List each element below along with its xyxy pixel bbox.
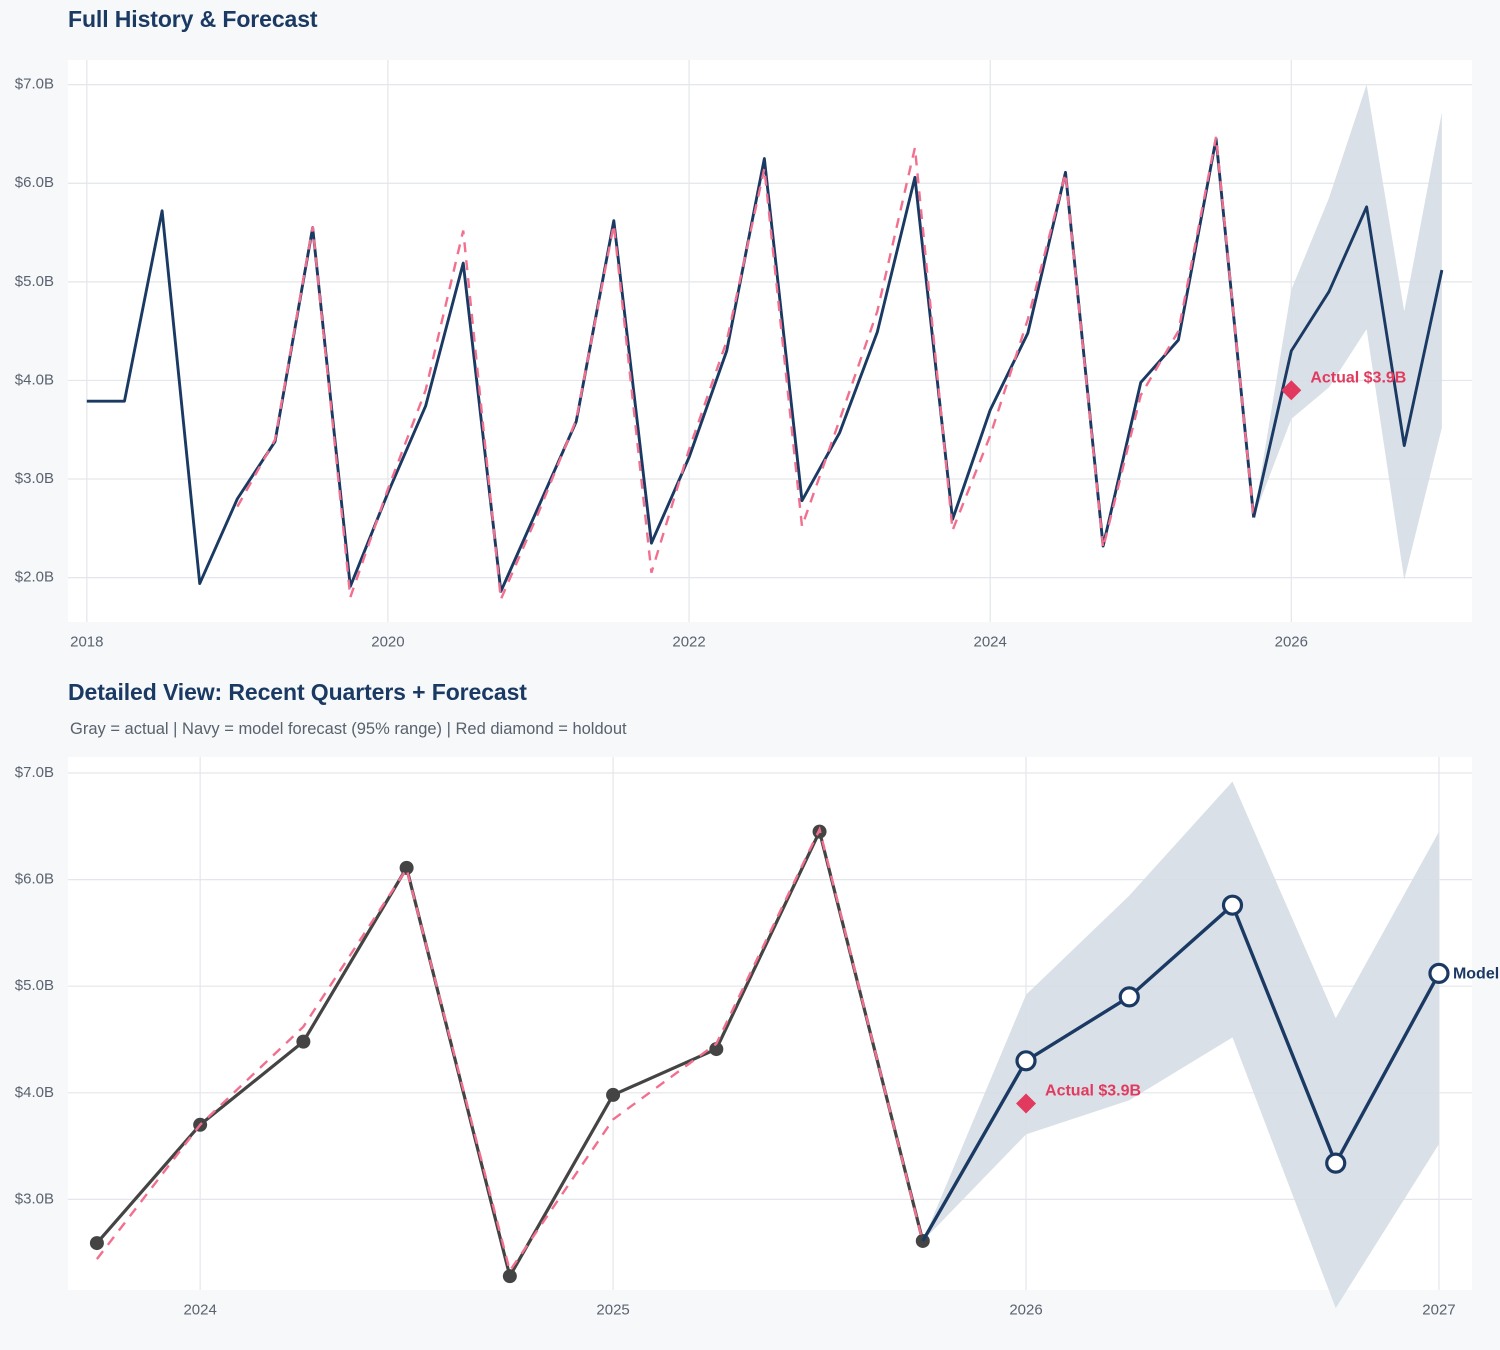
forecast-data-point — [1221, 894, 1244, 916]
x-axis-tick-label: 2026 — [1275, 633, 1308, 650]
x-axis-tick-label: 2022 — [672, 633, 705, 650]
y-axis-tick-label: $6.0B — [15, 174, 54, 191]
fitted-line — [236, 136, 1255, 605]
x-axis-tick-label: 2020 — [371, 633, 404, 650]
holdout-annotation-label: Actual $3.9B — [1310, 369, 1406, 386]
x-axis-tick-label: 2024 — [183, 1301, 216, 1318]
actual-data-point — [606, 1087, 621, 1102]
holdout-diamond-marker — [1281, 380, 1302, 401]
fitted-line — [95, 825, 924, 1274]
x-axis-tick-label: 2024 — [974, 633, 1007, 650]
y-axis-tick-label: $5.0B — [15, 273, 54, 290]
detailed-recent-forecast-chart: $3.0B $4.0B $5.0B $6.0B $7.0B 2024 2025 2026 202… — [15, 757, 1499, 1318]
x-axis-tick-label: 2018 — [70, 633, 103, 650]
annotation: Actual $3.9B — [1281, 369, 1406, 401]
forecast-data-point — [1325, 1152, 1347, 1174]
y-axis-tick-label: $3.0B — [15, 1190, 54, 1207]
actual-data-point — [709, 1042, 724, 1057]
actual-data-point — [399, 860, 414, 875]
confidence-band — [922, 781, 1439, 1309]
x-axis-tick-label: 2026 — [1009, 1301, 1042, 1318]
holdout-annotation-label: Actual $3.9B — [1045, 1082, 1141, 1099]
page-title: Full History & Forecast — [68, 6, 318, 32]
plot-area — [68, 60, 1472, 622]
y-axis-tick-label: $2.0B — [15, 569, 54, 586]
detailed-view-title: Detailed View: Recent Quarters + Forecas… — [68, 679, 527, 705]
forecast-line — [921, 903, 1441, 1242]
confidence-band — [1253, 84, 1442, 580]
y-axis-tick-label: $4.0B — [15, 1084, 54, 1101]
series-fitted — [95, 825, 924, 1274]
axes: $2.0B $3.0B $4.0B $5.0B $6.0B $7.0B 2018 2020 20… — [15, 76, 1308, 651]
series-fitted — [236, 136, 1255, 605]
chart-panel-full-history: Full History & Forecast $2.0B $3.0B $4.0B $… — [0, 0, 1500, 672]
annotation: Model — [1453, 965, 1499, 982]
actual-data-point — [296, 1034, 311, 1049]
x-axis-tick-label: 2025 — [596, 1301, 629, 1318]
annotation: Actual $3.9B — [1016, 1082, 1141, 1114]
forecast-data-point — [1015, 1050, 1037, 1072]
y-axis-tick-label: $6.0B — [15, 871, 54, 888]
forecast-data-point — [1118, 986, 1140, 1008]
y-axis-tick-label: $7.0B — [15, 764, 54, 781]
actual-data-point — [89, 1236, 104, 1251]
y-axis-tick-label: $3.0B — [15, 470, 54, 487]
history-line — [1252, 205, 1444, 518]
model-series-label: Model — [1453, 965, 1499, 982]
y-axis-tick-label: $4.0B — [15, 371, 54, 388]
y-axis-tick-label: $7.0B — [15, 76, 54, 93]
actual-data-point — [502, 1269, 517, 1284]
series-forecast — [1252, 205, 1444, 518]
x-axis-tick-label: 2027 — [1422, 1301, 1455, 1318]
full-history-forecast-chart: $2.0B $3.0B $4.0B $5.0B $6.0B $7.0B 2018 2020 20… — [15, 60, 1472, 651]
forecast-data-point — [1428, 962, 1450, 984]
chart-panel-detailed-view: Detailed View: Recent Quarters + Forecas… — [0, 672, 1500, 1350]
holdout-diamond-marker — [1016, 1093, 1037, 1114]
series-forecast — [921, 894, 1450, 1242]
detailed-view-subtitle: Gray = actual | Navy = model forecast (9… — [70, 720, 627, 738]
y-axis-tick-label: $5.0B — [15, 977, 54, 994]
axes: $3.0B $4.0B $5.0B $6.0B $7.0B 2024 2025 2026 202… — [15, 764, 1456, 1318]
